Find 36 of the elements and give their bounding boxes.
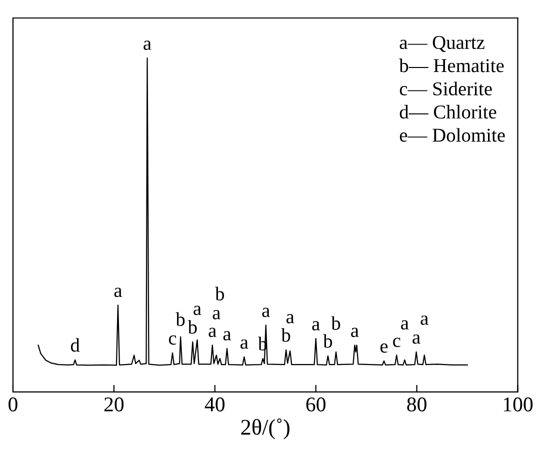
annotation: b <box>323 334 332 348</box>
annotation: a <box>420 316 428 325</box>
annotation: a <box>194 306 202 316</box>
annotation: a <box>312 321 320 330</box>
annotation: a <box>208 328 216 338</box>
annotation: a <box>212 310 220 320</box>
annotation: a <box>401 320 409 330</box>
x-tick-label: 60 <box>306 397 326 412</box>
annotation: c— Siderite <box>400 82 492 96</box>
x-axis-title: 2θ/(˚) <box>241 418 290 440</box>
text: a— Quartz <box>400 36 484 52</box>
annotation: d <box>70 338 80 352</box>
annotation: a <box>412 334 420 344</box>
x-tick-label: 40 <box>204 397 225 412</box>
annotation: e— Dolomite <box>400 128 505 142</box>
annotation: a <box>351 328 359 338</box>
x-tick-label: 100 <box>504 397 533 412</box>
annotation: b <box>188 320 197 334</box>
annotation: b <box>176 312 185 326</box>
annotation: b— Hematite <box>399 58 504 72</box>
annotation: d— Chlorite <box>400 104 496 119</box>
annotation: b <box>215 286 224 300</box>
annotation: a <box>286 314 294 324</box>
annotation: c <box>393 338 400 348</box>
annotation: b <box>331 316 340 330</box>
annotation: e <box>380 343 388 353</box>
annotation: a <box>262 308 270 318</box>
annotation: c <box>168 335 176 345</box>
annotation: a <box>223 331 232 340</box>
annotation: a <box>240 339 248 349</box>
annotation: a <box>144 40 152 50</box>
x-tick-label: 0 <box>8 397 18 412</box>
annotation: a <box>114 288 122 298</box>
annotation: b <box>281 328 290 342</box>
x-tick-label: 80 <box>407 397 426 412</box>
x-tick-label: 20 <box>104 397 124 412</box>
